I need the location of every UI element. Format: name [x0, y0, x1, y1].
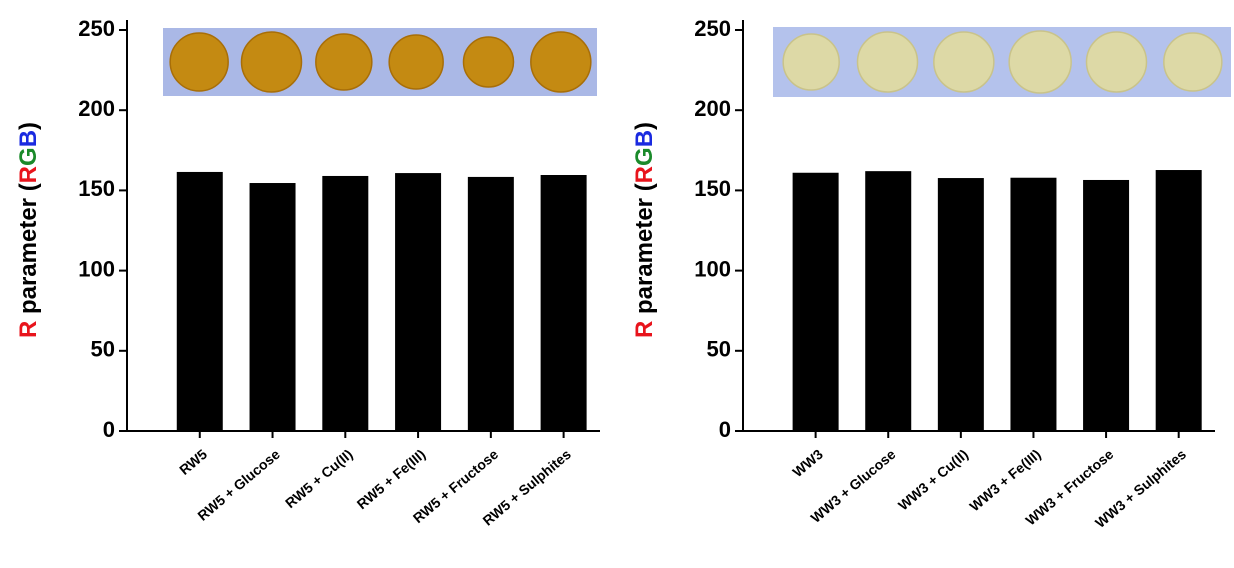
x-tick-label: WW3 + Fe(III): [966, 446, 1043, 515]
y-axis-label: R parameter (RGB): [631, 122, 658, 338]
y-tick-label: 150: [694, 176, 731, 201]
sample-disc: [316, 34, 372, 90]
y-axis-label-part: B: [631, 130, 658, 147]
sample-disc: [858, 32, 918, 92]
bar: [177, 172, 223, 431]
x-tick-label: RW5 + Fe(III): [354, 446, 429, 512]
y-tick-label: 0: [103, 417, 115, 442]
bar: [793, 173, 839, 431]
bar: [1083, 180, 1129, 431]
bar: [1010, 178, 1056, 431]
y-axis-label-part: B: [15, 130, 42, 147]
y-axis-label-part: G: [631, 147, 658, 166]
bar: [395, 173, 441, 431]
y-tick-label: 150: [78, 176, 115, 201]
bar: [1156, 170, 1202, 431]
y-tick-label: 200: [694, 96, 731, 121]
y-tick-label: 200: [78, 96, 115, 121]
x-tick-label: WW3 + Cu(II): [895, 446, 971, 513]
y-tick-label: 0: [719, 417, 731, 442]
sample-disc: [1164, 33, 1222, 91]
y-axis-label-part: R: [15, 166, 42, 183]
y-axis-label-part: parameter (: [15, 183, 42, 320]
x-tick-label: RW5: [176, 446, 210, 478]
sample-disc: [934, 32, 994, 92]
y-axis-label-part: parameter (: [631, 183, 658, 320]
sample-disc: [170, 33, 228, 91]
sample-disc: [389, 35, 443, 89]
bar: [468, 177, 514, 431]
bar: [865, 171, 911, 431]
y-tick-label: 250: [694, 16, 731, 41]
x-tick-label: WW3: [789, 446, 826, 480]
y-tick-label: 250: [78, 16, 115, 41]
sample-disc: [464, 37, 514, 87]
bar: [322, 176, 368, 431]
y-axis-label: R parameter (RGB): [15, 122, 42, 338]
sample-disc: [783, 34, 839, 90]
sample-disc: [1087, 32, 1147, 92]
y-tick-label: 50: [91, 337, 115, 362]
y-axis-label-part: ): [15, 122, 42, 130]
y-axis-label-part: R: [631, 166, 658, 183]
x-tick-label: RW5 + Cu(II): [282, 446, 356, 511]
bar: [250, 183, 296, 431]
figure: 050100150200250R parameter (RGB)RW5RW5 +…: [0, 0, 1234, 568]
y-tick-label: 100: [78, 256, 115, 281]
sample-disc: [531, 32, 591, 92]
sample-photo: [773, 27, 1231, 97]
y-axis-label-part: G: [15, 147, 42, 166]
y-tick-label: 100: [694, 256, 731, 281]
bar: [541, 175, 587, 431]
bar: [938, 178, 984, 431]
sample-disc: [1009, 31, 1071, 93]
y-axis-label-part: R: [15, 321, 42, 338]
y-tick-label: 50: [707, 337, 731, 362]
y-axis-label-part: ): [631, 122, 658, 130]
sample-disc: [242, 32, 302, 92]
y-axis-label-part: R: [631, 321, 658, 338]
